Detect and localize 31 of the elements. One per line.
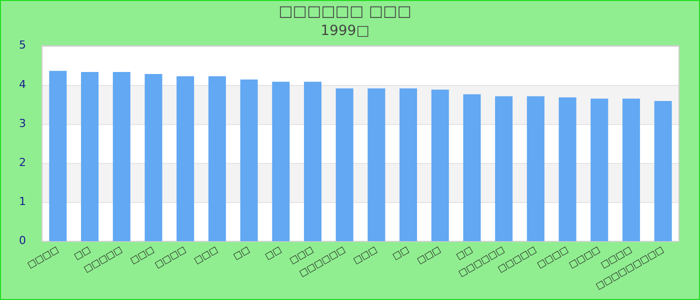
y-tick-label: 3 bbox=[19, 116, 26, 130]
bar bbox=[526, 96, 544, 242]
bar bbox=[495, 96, 513, 242]
bar bbox=[558, 97, 576, 242]
chart-title: □□□□□□ □□□ bbox=[278, 2, 412, 20]
chart-subtitle: 1999□ bbox=[320, 23, 370, 40]
y-tick-label: 1 bbox=[19, 195, 26, 208]
bar bbox=[400, 88, 418, 242]
x-tick-label: □□ bbox=[391, 245, 411, 262]
y-tick-label: 2 bbox=[19, 156, 26, 170]
bar bbox=[304, 82, 322, 242]
bar bbox=[240, 79, 258, 242]
bar bbox=[176, 76, 194, 242]
y-tick-label: 4 bbox=[19, 78, 26, 91]
bar bbox=[368, 88, 386, 242]
bar bbox=[49, 70, 67, 242]
bar bbox=[81, 72, 99, 242]
y-tick-label: 5 bbox=[19, 38, 26, 52]
bar bbox=[144, 74, 162, 242]
bar bbox=[622, 98, 640, 242]
bar bbox=[272, 82, 290, 242]
bar bbox=[654, 100, 672, 242]
bar bbox=[590, 98, 608, 242]
bar bbox=[463, 94, 481, 242]
bar bbox=[431, 90, 449, 242]
x-tick-label: □□ bbox=[264, 245, 284, 262]
bar bbox=[112, 72, 130, 242]
x-tick-label: □□ bbox=[232, 245, 252, 262]
bar bbox=[336, 88, 354, 242]
y-tick-label: 0 bbox=[19, 234, 26, 248]
bar bbox=[208, 76, 226, 242]
